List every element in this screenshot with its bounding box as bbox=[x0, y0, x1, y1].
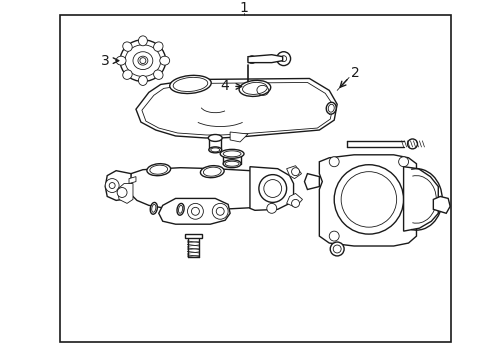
Ellipse shape bbox=[138, 36, 147, 46]
Circle shape bbox=[212, 203, 228, 219]
Circle shape bbox=[333, 165, 403, 234]
Polygon shape bbox=[136, 78, 337, 138]
Text: 2: 2 bbox=[350, 66, 359, 80]
Ellipse shape bbox=[120, 40, 165, 81]
Polygon shape bbox=[129, 168, 277, 209]
Polygon shape bbox=[129, 177, 136, 184]
Ellipse shape bbox=[150, 202, 157, 214]
Ellipse shape bbox=[208, 147, 221, 153]
Ellipse shape bbox=[153, 70, 163, 79]
Polygon shape bbox=[319, 155, 416, 246]
Circle shape bbox=[329, 242, 344, 256]
Text: 1: 1 bbox=[239, 1, 248, 15]
Polygon shape bbox=[184, 234, 202, 238]
Ellipse shape bbox=[146, 164, 170, 176]
Circle shape bbox=[328, 231, 339, 241]
Circle shape bbox=[328, 157, 339, 167]
Polygon shape bbox=[230, 132, 247, 142]
Circle shape bbox=[407, 139, 417, 149]
Polygon shape bbox=[159, 198, 230, 224]
Polygon shape bbox=[117, 184, 133, 203]
Ellipse shape bbox=[169, 75, 211, 94]
Circle shape bbox=[291, 199, 299, 207]
Circle shape bbox=[258, 175, 286, 202]
Polygon shape bbox=[403, 167, 437, 231]
Polygon shape bbox=[286, 193, 302, 207]
Polygon shape bbox=[105, 171, 131, 201]
Ellipse shape bbox=[220, 149, 244, 158]
Ellipse shape bbox=[325, 102, 336, 114]
Circle shape bbox=[291, 168, 299, 176]
Ellipse shape bbox=[160, 56, 169, 65]
Ellipse shape bbox=[138, 76, 147, 85]
Polygon shape bbox=[432, 197, 449, 213]
Polygon shape bbox=[304, 174, 319, 189]
Ellipse shape bbox=[200, 166, 224, 178]
Ellipse shape bbox=[223, 160, 241, 168]
Ellipse shape bbox=[239, 80, 270, 96]
Circle shape bbox=[437, 199, 447, 209]
Ellipse shape bbox=[177, 203, 184, 215]
Text: 4: 4 bbox=[220, 80, 229, 93]
Circle shape bbox=[276, 52, 290, 66]
Circle shape bbox=[398, 157, 407, 167]
Ellipse shape bbox=[208, 135, 222, 141]
Text: 3: 3 bbox=[100, 54, 109, 68]
Ellipse shape bbox=[122, 70, 132, 79]
Circle shape bbox=[266, 203, 276, 213]
Polygon shape bbox=[247, 55, 282, 63]
Bar bbox=[60, 15, 450, 342]
Polygon shape bbox=[286, 166, 301, 179]
Circle shape bbox=[105, 179, 119, 193]
Circle shape bbox=[187, 203, 203, 219]
Polygon shape bbox=[249, 167, 293, 210]
Ellipse shape bbox=[122, 42, 132, 51]
Circle shape bbox=[117, 188, 127, 197]
Ellipse shape bbox=[116, 56, 126, 65]
Ellipse shape bbox=[153, 42, 163, 51]
